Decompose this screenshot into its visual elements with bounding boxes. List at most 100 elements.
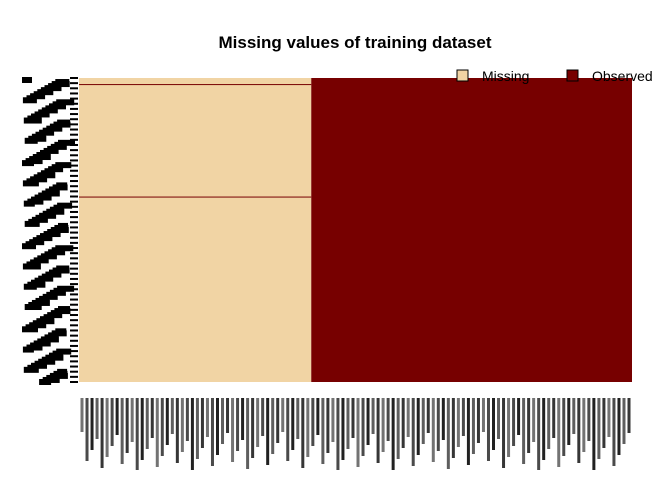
column-label (140, 398, 144, 460)
row-tick (70, 314, 78, 317)
column-label (185, 398, 189, 441)
row-tick (70, 210, 78, 213)
column-label (160, 398, 164, 456)
legend-swatch-observed (566, 69, 579, 82)
column-label (602, 398, 606, 448)
row-label (38, 358, 56, 365)
row-tick (70, 123, 78, 126)
column-label (376, 398, 380, 463)
plot-area (79, 78, 632, 382)
column-label (266, 398, 270, 465)
row-tick (70, 133, 78, 136)
column-label (331, 398, 335, 442)
row-label (54, 308, 71, 315)
column-label (532, 398, 536, 442)
row-label (22, 77, 32, 83)
column-label (291, 398, 295, 450)
row-tick (70, 262, 78, 265)
row-label (26, 344, 43, 351)
row-tick (70, 293, 78, 296)
row-tick (70, 205, 78, 208)
row-tick (70, 87, 78, 90)
column-label (617, 398, 621, 455)
row-tick (70, 174, 78, 177)
row-label (58, 139, 75, 146)
row-label (34, 111, 50, 118)
column-label (241, 398, 245, 440)
row-tick (70, 267, 78, 270)
column-label (406, 398, 410, 437)
column-label (587, 398, 591, 441)
column-label (221, 398, 225, 444)
row-label (55, 162, 72, 169)
row-tick (70, 216, 78, 219)
column-label (416, 398, 420, 455)
column-label (441, 398, 445, 440)
column-label (471, 398, 475, 454)
column-label (281, 398, 285, 432)
row-tick (70, 221, 78, 224)
row-label (50, 143, 67, 150)
column-label (200, 398, 204, 448)
column-label (461, 398, 465, 436)
column-label (231, 398, 235, 462)
row-label (22, 97, 37, 104)
legend-swatch-missing (456, 69, 469, 82)
column-label (451, 398, 455, 458)
row-tick (70, 272, 78, 275)
row-label (43, 231, 61, 238)
column-label (396, 398, 400, 459)
column-label (466, 398, 470, 465)
column-label (321, 398, 325, 464)
column-label (296, 398, 300, 439)
column-label (481, 398, 485, 432)
column-label (145, 398, 149, 449)
row-label (48, 249, 66, 256)
row-tick (70, 195, 78, 198)
row-tick (70, 277, 78, 280)
column-label (115, 398, 119, 435)
row-tick (70, 236, 78, 239)
row-tick (70, 92, 78, 95)
column-label (301, 398, 305, 468)
column-label (592, 398, 596, 470)
column-label (557, 398, 561, 467)
column-label (446, 398, 450, 469)
row-tick (70, 143, 78, 146)
column-label (316, 398, 320, 435)
column-label (552, 398, 556, 438)
column-label (381, 398, 385, 452)
column-label (456, 398, 460, 447)
row-label (36, 235, 53, 242)
observed-row-line (79, 84, 312, 86)
column-label (426, 398, 430, 433)
column-label (105, 398, 109, 457)
row-tick (70, 77, 78, 79)
column-label (110, 398, 114, 446)
missing-block (79, 78, 312, 382)
row-label (30, 93, 46, 100)
column-label (476, 398, 480, 443)
column-label (95, 398, 99, 439)
column-label (567, 398, 571, 445)
column-label (597, 398, 601, 459)
row-label (48, 166, 64, 173)
column-label (577, 398, 581, 463)
row-label (45, 271, 62, 278)
column-label (401, 398, 405, 448)
column-label (497, 398, 501, 439)
column-label (85, 398, 89, 461)
row-tick (70, 298, 78, 301)
row-tick (70, 200, 78, 203)
row-label (43, 147, 59, 154)
row-tick (70, 329, 78, 332)
column-label (261, 398, 265, 436)
column-label (100, 398, 104, 468)
row-labels (22, 77, 78, 385)
column-label (542, 398, 546, 460)
row-tick (70, 241, 78, 244)
row-label (44, 85, 62, 92)
row-label (22, 263, 41, 270)
row-tick (70, 128, 78, 131)
row-label (23, 366, 39, 373)
